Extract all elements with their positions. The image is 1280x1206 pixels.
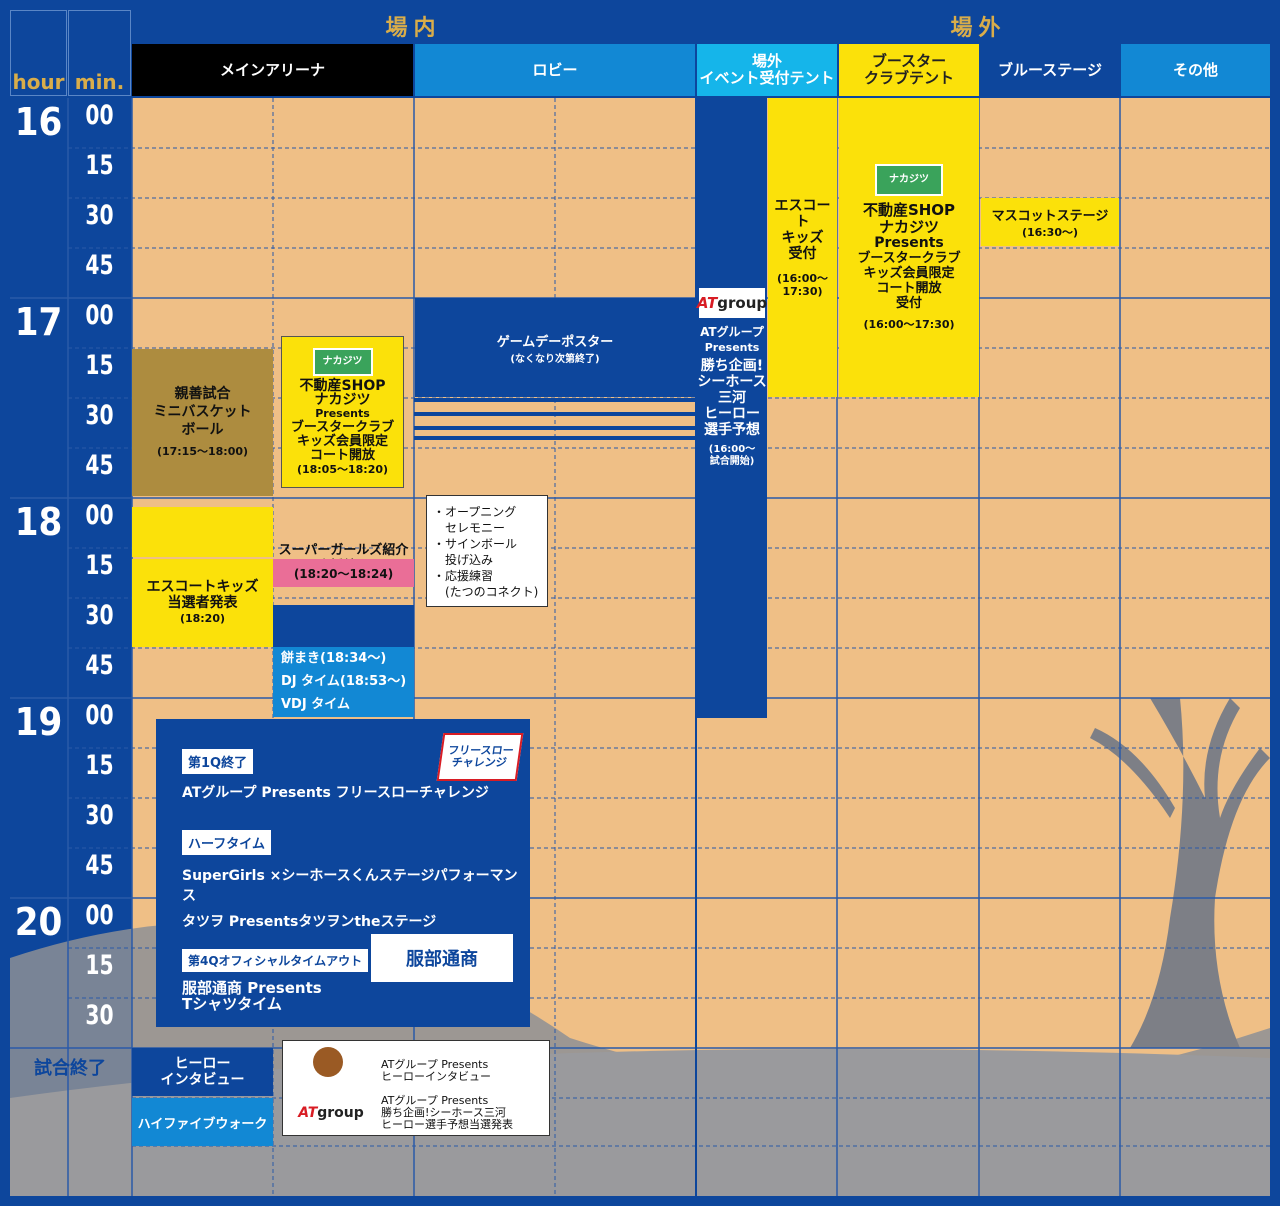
callout-at-logo: AT group	[298, 1101, 364, 1125]
minute-label: 30	[85, 400, 114, 431]
callout-hero-line2: ATグループ Presents 勝ち企画!シーホース三河 ヒーロー選手予想当選発…	[381, 1094, 513, 1131]
minute-label: 15	[85, 550, 114, 581]
q4-tag: 第4Qオフィシャルタイムアウト	[182, 949, 369, 972]
high-five-text: ハイファイブウォーク	[137, 1116, 268, 1132]
half-text-2: タツヲ Presentsタツヲンtheステージ	[182, 914, 437, 930]
dj-label: DJ タイム(18:53〜)	[281, 674, 407, 689]
q1-tag: 第1Q終了	[182, 749, 254, 774]
escort-tent-time: (16:00〜 17:30)	[776, 271, 829, 298]
nakajitsu-tent-logo: ナカジツ	[875, 163, 943, 196]
header-event-tent: 場外 イベント受付テント	[697, 44, 837, 96]
minute-label: 45	[85, 250, 114, 281]
event-high-five: ハイファイブウォーク	[132, 1098, 273, 1146]
basketball-icon	[313, 1047, 343, 1077]
q4-text: 服部通商 Presents Tシャツタイム	[182, 979, 322, 1013]
supergirls-time-text: (18:20〜18:24)	[293, 566, 394, 581]
grid-svg	[10, 98, 1270, 1196]
minute-label: 45	[85, 850, 114, 881]
escort-main-time: (18:20)	[179, 612, 226, 625]
event-escort-main: エスコートキッズ 当選者発表 (18:20)	[132, 559, 273, 647]
event-shinzen: 親善試合 ミニバスケット ボール (17:15〜18:00)	[132, 349, 273, 496]
nakajitsu-main-presents: Presents	[315, 406, 370, 420]
end-label: 試合終了	[34, 1058, 106, 1079]
event-poster: ゲームデーポスター (なくなり次第終了)	[415, 298, 695, 397]
nakajitsu-tent-time: (16:00〜17:30)	[863, 317, 955, 331]
section-outside-label: 場外	[950, 16, 1007, 41]
mochi-label: 餅まき(18:34〜)	[281, 651, 387, 666]
minute-label: 45	[85, 650, 114, 681]
event-nakajitsu-main: ナカジツ 不動産SHOP ナカジツ Presents ブースタークラブ キッズ会…	[281, 336, 404, 488]
q1-text: ATグループ Presents フリースローチャレンジ	[182, 785, 489, 801]
yellow-bar-18	[132, 507, 273, 557]
event-nakajitsu-tent: ナカジツ 不動産SHOP ナカジツ Presents ブースタークラブ キッズ会…	[839, 98, 979, 397]
section-inside-label: 場内	[385, 16, 442, 41]
nakajitsu-main-body: ブースタークラブ キッズ会員限定 コート開放	[290, 419, 395, 463]
escort-main-title: エスコートキッズ 当選者発表	[146, 579, 259, 611]
navy-block-1830	[273, 605, 414, 647]
minute-label: 00	[85, 500, 114, 531]
event-escort-tent: エスコート キッズ 受付 (16:00〜 17:30)	[768, 98, 837, 397]
hour-label-16: 16	[14, 100, 63, 144]
minute-label: 00	[85, 700, 114, 731]
minute-label: 15	[85, 150, 114, 181]
header-lobby: ロビー	[415, 44, 695, 96]
mascot-time: (16:30〜)	[1021, 225, 1079, 239]
hour-label-18: 18	[14, 500, 63, 544]
nakajitsu-main-title: 不動産SHOP ナカジツ	[299, 377, 386, 408]
event-hero-interview: ヒーロー インタビュー	[132, 1048, 273, 1096]
minute-label: 30	[85, 800, 114, 831]
escort-tent-title: エスコート キッズ 受付	[774, 197, 831, 262]
at-group-logo: AT group	[697, 288, 767, 318]
mascot-title: マスコットステージ	[991, 208, 1109, 224]
at-event-title: ATグループ	[700, 325, 764, 339]
event-shinzen-time: (17:15〜18:00)	[156, 444, 249, 458]
minute-label: 15	[85, 750, 114, 781]
header-other: その他	[1121, 44, 1270, 96]
minute-label: 15	[85, 350, 114, 381]
at-event-body: 勝ち企画! シーホース 三河 ヒーロー 選手予想	[697, 358, 767, 438]
header-min: min.	[68, 10, 131, 96]
nakajitsu-tent-title: 不動産SHOP ナカジツ	[862, 200, 956, 236]
nakajitsu-main-time: (18:05〜18:20)	[296, 462, 389, 476]
header-booster-tent: ブースター クラブテント	[839, 44, 979, 96]
half-text-1: SuperGirls ×シーホースくんステージパフォーマンス	[182, 868, 518, 904]
hero-text: ヒーロー インタビュー	[160, 1056, 245, 1088]
minute-label: 30	[85, 600, 114, 631]
callout-hero-line1: ATグループ Presents ヒーローインタビュー	[381, 1058, 491, 1083]
grid-body	[10, 98, 1270, 1196]
event-shinzen-title: 親善試合 ミニバスケット ボール	[153, 385, 252, 438]
callout-opening: ・オープニング セレモニー ・サインボール 投げ込み ・応援練習 (たつのコネク…	[426, 495, 548, 607]
hattori-logo: 服部通商	[371, 934, 513, 982]
header-blue-stage: ブルーステージ	[981, 44, 1119, 96]
minute-label: 30	[85, 1000, 114, 1031]
minute-label: 00	[85, 300, 114, 331]
callout-hero: AT group ATグループ Presents ヒーローインタビュー ATグルー…	[282, 1040, 550, 1136]
event-mascot: マスコットステージ (16:30〜)	[981, 198, 1119, 246]
half-tag: ハーフタイム	[182, 830, 271, 855]
hour-label-19: 19	[14, 700, 63, 744]
nakajitsu-tent-presents: Presents	[874, 234, 944, 251]
event-at-group: AT group ATグループ Presents 勝ち企画! シーホース 三河 ヒ…	[697, 98, 767, 718]
poster-note: (なくなり次第終了)	[510, 353, 600, 365]
minute-label: 30	[85, 200, 114, 231]
nakajitsu-tent-body: ブースタークラブ キッズ会員限定 コート開放 受付	[857, 250, 961, 311]
minute-label: 45	[85, 450, 114, 481]
header-hour: hour	[10, 10, 67, 96]
poster-title: ゲームデーポスター	[496, 334, 614, 350]
header-main-arena: メインアリーナ	[132, 44, 413, 96]
minute-label: 00	[85, 100, 114, 131]
nakajitsu-logo: ナカジツ	[312, 347, 373, 376]
minute-label: 15	[85, 950, 114, 981]
at-event-time: (16:00〜 試合開始)	[708, 444, 756, 467]
event-dj-stack: 餅まき(18:34〜) DJ タイム(18:53〜) VDJ タイム(19:00…	[273, 647, 414, 735]
event-supergirls-time: (18:20〜18:24)	[273, 559, 414, 587]
at-event-presents: Presents	[704, 341, 760, 354]
free-throw-logo: フリースロー チャレンジ	[436, 733, 524, 781]
minute-label: 00	[85, 900, 114, 931]
hour-label-20: 20	[14, 900, 63, 944]
hour-label-17: 17	[14, 300, 63, 344]
